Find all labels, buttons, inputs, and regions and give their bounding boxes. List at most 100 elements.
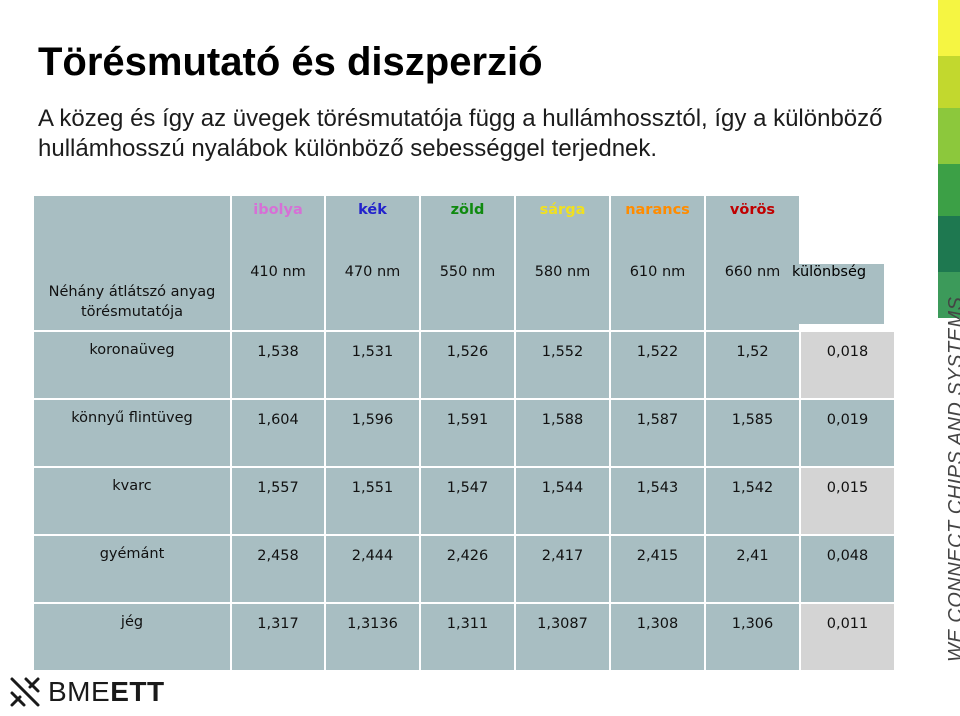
wavelength-header-0: ibolya 410 nm [232,196,324,330]
color-name: sárga [539,202,586,218]
wavelength-header-2: zöld 550 nm [421,196,514,330]
value-cell: 1,544 [516,468,609,534]
wavelength-value: 660 nm [724,264,781,280]
refractive-index-value: 1,591 [446,412,489,428]
value-cell: 1,52 [706,332,799,398]
color-name: narancs [625,202,690,218]
value-cell: 1,311 [421,604,514,670]
wavelength-header-1: kék 470 nm [326,196,419,330]
refractive-index-value: 1,306 [731,616,774,632]
refractive-index-value: 1,551 [351,480,394,496]
wavelength-header-3: sárga 580 nm [516,196,609,330]
material-name: jég [120,614,144,630]
difference-value: 0,018 [826,344,869,360]
wavelength-header-5: vörös 660 nm [706,196,799,330]
refractive-index-value: 2,41 [736,548,769,564]
value-cell: 2,41 [706,536,799,602]
refractive-index-value: 1,552 [541,344,584,360]
color-stripe [938,164,960,216]
refractive-index-value: 1,543 [636,480,679,496]
color-stripe [938,216,960,272]
wavelength-value: 580 nm [534,264,591,280]
difference-cell: 0,018 [801,332,894,398]
value-cell: 1,531 [326,332,419,398]
difference-cell: 0,015 [801,468,894,534]
color-name: zöld [450,202,485,218]
refractive-index-value: 1,538 [257,344,299,360]
refractive-index-table: Néhány átlátszó anyag törésmutatója iboly… [34,196,894,670]
value-cell: 1,587 [611,400,704,466]
value-cell: 2,426 [421,536,514,602]
refractive-index-value: 1,3136 [347,616,398,632]
material-name: kvarc [112,478,152,494]
refractive-index-value: 1,587 [636,412,679,428]
difference-value: 0,015 [826,480,869,496]
material-name: gyémánt [99,546,165,562]
value-cell: 1,604 [232,400,324,466]
value-cell: 2,415 [611,536,704,602]
value-cell: 1,547 [421,468,514,534]
refractive-index-value: 1,557 [257,480,299,496]
color-stripe [938,108,960,164]
refractive-index-value: 1,596 [351,412,394,428]
refractive-index-value: 1,522 [636,344,679,360]
refractive-index-value: 1,542 [731,480,774,496]
refractive-index-value: 1,531 [351,344,394,360]
color-name: kék [358,202,387,218]
value-cell: 2,458 [232,536,324,602]
color-name: ibolya [253,202,303,218]
value-cell: 1,317 [232,604,324,670]
value-cell: 1,522 [611,332,704,398]
header-label-cell: Néhány átlátszó anyag törésmutatója [34,196,230,330]
wavelength-value: 410 nm [250,264,306,280]
refractive-index-value: 2,444 [351,548,394,564]
refractive-index-value: 1,317 [257,616,299,632]
tagline: WE CONNECT CHIPS AND SYSTEMS [945,296,960,662]
bmeett-logo: BMEETT [8,672,165,712]
value-cell: 1,3136 [326,604,419,670]
color-stripe [938,272,960,318]
value-cell: 1,3087 [516,604,609,670]
page-subtitle: A közeg és így az üvegek törésmutatója f… [38,105,883,162]
color-stripe [938,56,960,108]
material-name: könnyű flintüveg [71,410,193,426]
refractive-index-value: 1,311 [446,616,489,632]
color-sidebar [938,0,960,318]
refractive-index-value: 2,415 [636,548,679,564]
difference-cell: 0,019 [801,400,894,466]
material-cell: gyémánt [34,536,230,602]
page-title: Törésmutató és diszperzió [38,40,543,84]
value-cell: 1,542 [706,468,799,534]
material-cell: koronaüveg [34,332,230,398]
value-cell: 1,585 [706,400,799,466]
difference-label: különbség [792,264,867,280]
difference-value: 0,048 [826,548,869,564]
value-cell: 2,444 [326,536,419,602]
value-cell: 1,538 [232,332,324,398]
refractive-index-value: 1,547 [446,480,489,496]
value-cell: 1,596 [326,400,419,466]
logo-text: BMEETT [48,676,165,707]
difference-cell: 0,011 [801,604,894,670]
color-name: vörös [729,202,776,218]
refractive-index-value: 2,417 [541,548,584,564]
value-cell: 1,588 [516,400,609,466]
refractive-index-value: 1,585 [731,412,774,428]
network-logo-icon [10,677,40,707]
value-cell: 1,557 [232,468,324,534]
value-cell: 1,551 [326,468,419,534]
refractive-index-value: 2,426 [446,548,489,564]
value-cell: 1,306 [706,604,799,670]
material-cell: könnyű flintüveg [34,400,230,466]
material-cell: kvarc [34,468,230,534]
difference-value: 0,019 [826,412,869,428]
difference-value: 0,011 [826,616,869,632]
material-cell: jég [34,604,230,670]
material-name: koronaüveg [89,342,175,358]
difference-cell: 0,048 [801,536,894,602]
value-cell: 1,308 [611,604,704,670]
refractive-index-value: 1,308 [636,616,679,632]
color-stripe [938,0,960,56]
value-cell: 1,591 [421,400,514,466]
refractive-index-value: 1,52 [736,344,769,360]
